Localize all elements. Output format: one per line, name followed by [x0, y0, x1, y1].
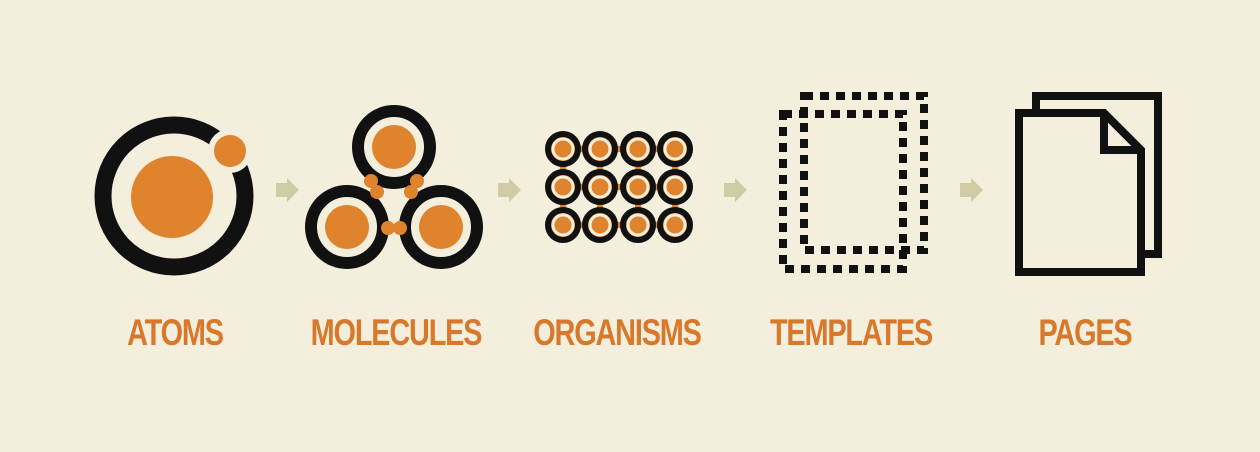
pages-icon — [1015, 92, 1162, 276]
label-molecules: MOLECULES — [310, 312, 483, 353]
label-templates: TEMPLATES — [769, 312, 933, 353]
arrow-right-icon — [498, 178, 521, 202]
label-pages: PAGES — [1038, 312, 1132, 353]
atom-icon — [94, 116, 254, 276]
arrow-right-icon — [960, 178, 983, 202]
arrow-right-icon — [276, 178, 299, 202]
label-organisms: ORGANISMS — [533, 312, 702, 353]
organism-icon — [545, 131, 693, 243]
label-atoms: ATOMS — [127, 312, 224, 353]
arrow-right-icon — [724, 178, 747, 202]
template-icon — [779, 92, 928, 273]
molecule-icon — [305, 105, 483, 269]
